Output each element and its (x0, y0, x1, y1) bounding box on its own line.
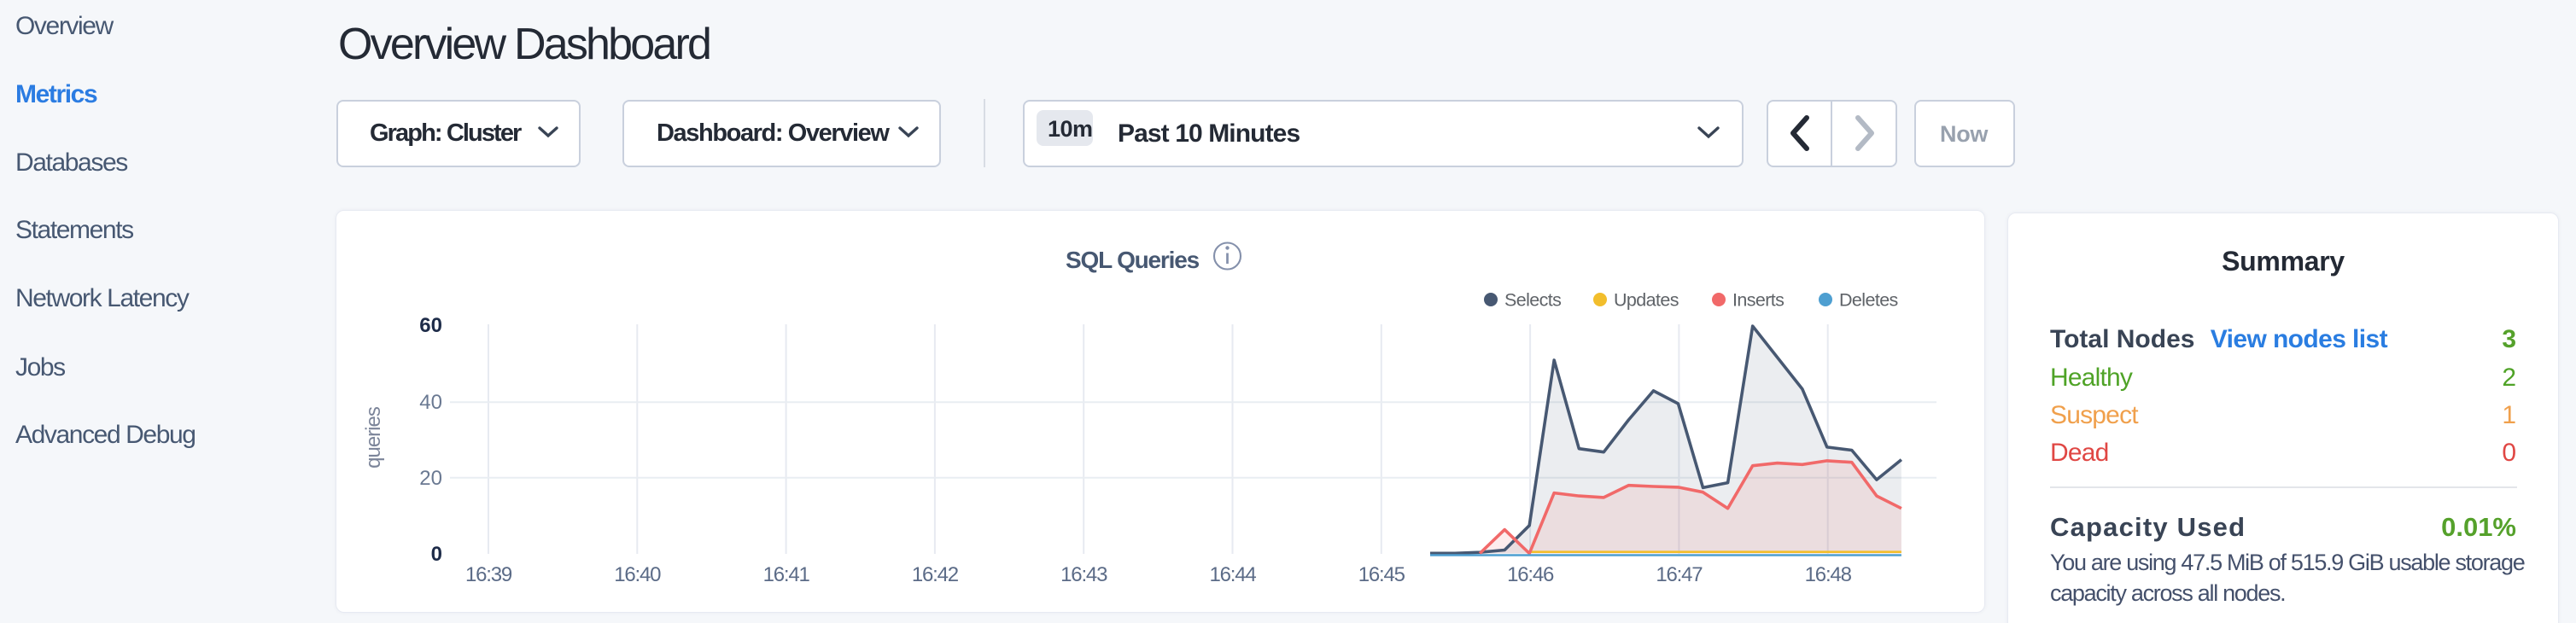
svg-text:0: 0 (431, 543, 442, 566)
svg-text:queries: queries (362, 406, 385, 469)
svg-text:16:48: 16:48 (1805, 563, 1852, 586)
svg-text:16:44: 16:44 (1209, 563, 1256, 586)
svg-text:16:42: 16:42 (912, 563, 959, 586)
svg-text:Deletes: Deletes (1839, 290, 1898, 311)
svg-text:16:46: 16:46 (1507, 563, 1554, 586)
svg-text:Inserts: Inserts (1732, 290, 1784, 311)
svg-text:16:40: 16:40 (614, 563, 661, 586)
svg-text:Updates: Updates (1614, 290, 1679, 311)
svg-text:16:43: 16:43 (1060, 563, 1107, 586)
svg-text:16:39: 16:39 (465, 563, 512, 586)
svg-text:40: 40 (419, 391, 442, 414)
svg-text:Selects: Selects (1504, 290, 1561, 311)
svg-text:16:45: 16:45 (1358, 563, 1405, 586)
svg-text:SQL Queries: SQL Queries (1066, 247, 1200, 273)
svg-text:16:47: 16:47 (1656, 563, 1703, 586)
svg-text:60: 60 (419, 314, 442, 337)
svg-text:16:41: 16:41 (763, 563, 810, 586)
svg-text:20: 20 (419, 467, 442, 490)
